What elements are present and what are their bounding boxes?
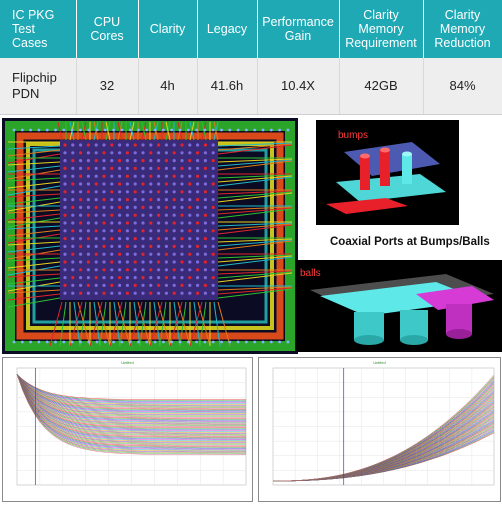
right-frequency-plot: Unified (258, 357, 501, 502)
cell-test-case: Flipchip PDN (0, 58, 77, 115)
header-performance-gain: Performance Gain (257, 0, 340, 58)
left-frequency-plot: Unified (2, 357, 253, 502)
package-layout-graphic (2, 118, 298, 354)
cell-clarity-time: 4h (138, 58, 198, 115)
bumps-port-graphic (316, 120, 459, 225)
right-plot-graphic (272, 367, 495, 486)
right-plot-title: Unified (373, 360, 386, 365)
bumps-label: bumps (338, 130, 369, 141)
header-legacy: Legacy (197, 0, 258, 58)
balls-port-image: balls (296, 260, 502, 352)
package-layout-image (2, 118, 298, 354)
bumps-port-image: bumps (316, 120, 459, 225)
balls-port-graphic (296, 260, 502, 352)
balls-label: balls (300, 268, 321, 279)
header-memory-reduction: Clarity Memory Reduction (423, 0, 502, 58)
cell-performance-gain: 10.4X (257, 58, 340, 115)
header-clarity: Clarity (138, 0, 198, 58)
table-header-row: IC PKG Test Cases CPU Cores Clarity Lega… (0, 0, 502, 58)
cell-memory-requirement: 42GB (339, 58, 424, 115)
header-cpu-cores: CPU Cores (76, 0, 139, 58)
header-test-cases: IC PKG Test Cases (0, 0, 77, 58)
cell-cpu-cores: 32 (76, 58, 139, 115)
coaxial-ports-caption: Coaxial Ports at Bumps/Balls (330, 236, 490, 248)
header-memory-requirement: Clarity Memory Requirement (339, 0, 424, 58)
left-plot-graphic (16, 367, 247, 486)
cell-legacy-time: 41.6h (197, 58, 258, 115)
table-row: Flipchip PDN 32 4h 41.6h 10.4X 42GB 84% (0, 58, 502, 115)
results-table: IC PKG Test Cases CPU Cores Clarity Lega… (0, 0, 502, 115)
cell-memory-reduction: 84% (423, 58, 502, 115)
left-plot-title: Unified (121, 360, 134, 365)
